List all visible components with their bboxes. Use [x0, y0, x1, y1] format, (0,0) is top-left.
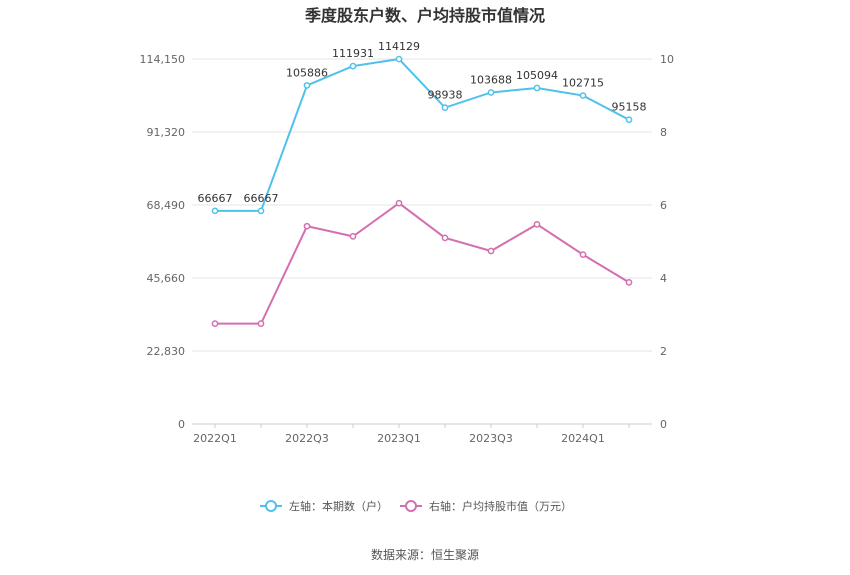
- data-label: 103688: [470, 73, 512, 86]
- x-axis-tick-label: 2024Q1: [561, 432, 605, 445]
- left-axis-tick-label: 114,150: [140, 53, 186, 66]
- right-axis-tick-label: 8: [660, 126, 667, 139]
- data-point: [395, 199, 403, 207]
- right-axis-tick-label: 0: [660, 418, 667, 431]
- data-point: [395, 55, 403, 63]
- x-axis-tick-label: 2022Q3: [285, 432, 329, 445]
- data-point: [257, 207, 265, 215]
- data-label: 98938: [428, 89, 463, 102]
- data-label: 105094: [516, 69, 558, 82]
- data-point: [533, 84, 541, 92]
- data-point: [625, 279, 633, 286]
- chart-title: 季度股东户数、户均持股市值情况: [304, 6, 545, 25]
- data-label: 105886: [286, 66, 328, 79]
- data-point: [441, 234, 449, 242]
- data-point: [441, 104, 449, 111]
- x-axis-tick-label: 2023Q1: [377, 432, 421, 445]
- right-axis-tick-label: 6: [660, 199, 667, 212]
- right-axis-tick-label: 2: [660, 345, 667, 358]
- legend-label: 右轴：户均持股市值（万元）: [429, 499, 572, 513]
- data-label: 102715: [562, 77, 604, 90]
- legend-marker: [405, 500, 417, 512]
- series-layer: [211, 55, 633, 327]
- legend-label: 左轴：本期数（户）: [289, 499, 388, 513]
- axes: 022,83045,66068,49091,320114,15002468102…: [140, 53, 675, 445]
- legend[interactable]: 左轴：本期数（户） 右轴：户均持股市值（万元）: [260, 499, 572, 513]
- data-point: [349, 62, 357, 70]
- data-point: [487, 247, 495, 255]
- data-label: 66667: [198, 192, 233, 205]
- series-line-1: [215, 57, 630, 212]
- data-label: 111931: [332, 47, 374, 60]
- data-point: [625, 116, 633, 124]
- x-axis-tick-label: 2022Q1: [193, 432, 237, 445]
- data-point: [303, 222, 311, 230]
- data-point: [211, 320, 219, 327]
- right-axis-tick-label: 4: [660, 272, 667, 285]
- left-axis-tick-label: 68,490: [147, 199, 186, 212]
- x-axis-tick-label: 2023Q3: [469, 432, 513, 445]
- grid-lines: [192, 58, 652, 425]
- left-axis-tick-label: 45,660: [147, 272, 186, 285]
- legend-item-1[interactable]: 左轴：本期数（户）: [260, 499, 388, 513]
- series-line-2: [215, 201, 630, 325]
- legend-item-2[interactable]: 右轴：户均持股市值（万元）: [400, 499, 572, 513]
- data-label: 95158: [612, 101, 647, 114]
- legend-marker: [265, 500, 277, 512]
- source-note: 数据来源：恒生聚源: [371, 547, 479, 562]
- data-label: 114129: [378, 40, 420, 53]
- left-axis-tick-label: 91,320: [147, 126, 186, 139]
- data-label: 66667: [244, 192, 279, 205]
- data-labels: 66667 66667 105886 111931 114129 98938 103688 1…: [198, 40, 647, 205]
- data-point: [349, 233, 357, 240]
- data-point: [257, 320, 265, 327]
- data-point: [487, 89, 495, 96]
- right-axis-tick-label: 10: [660, 53, 674, 66]
- data-point: [303, 82, 311, 89]
- left-axis-tick-label: 0: [178, 418, 185, 431]
- data-point: [533, 220, 541, 228]
- left-axis-tick-label: 22,830: [147, 345, 186, 358]
- data-point: [579, 251, 587, 258]
- data-point: [211, 207, 219, 215]
- data-point: [579, 92, 587, 99]
